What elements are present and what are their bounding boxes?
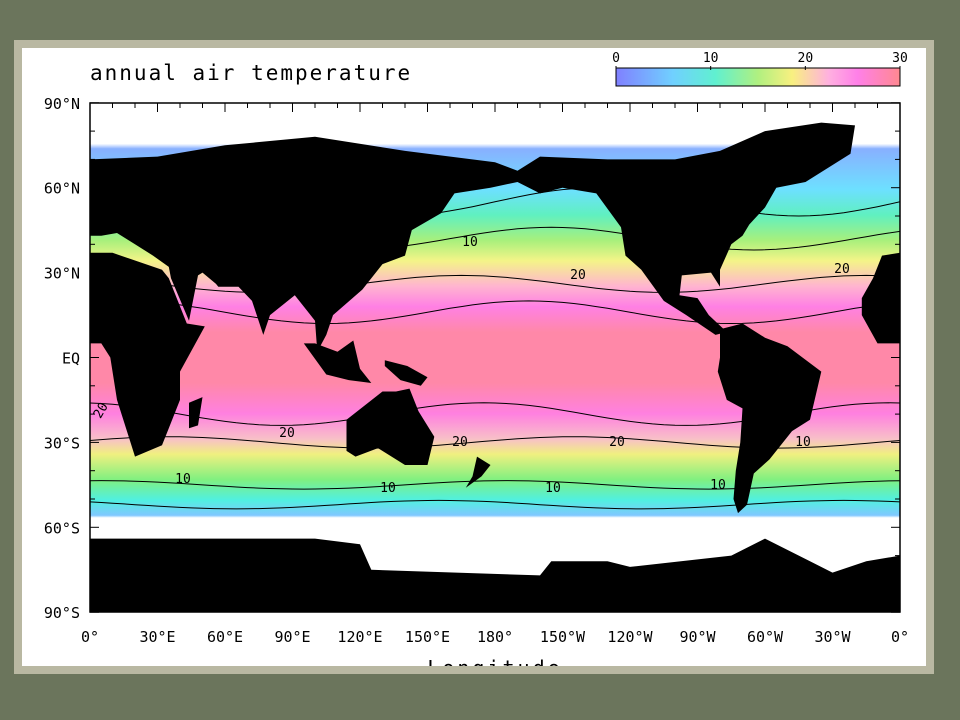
latitude-label: 30°S [44, 434, 80, 452]
longitude-label: 120°E [337, 628, 382, 646]
longitude-label: 60°E [207, 628, 243, 646]
contour-label: 10 [175, 472, 191, 487]
contour-label: 20 [609, 435, 625, 450]
longitude-label: 60°W [747, 628, 784, 646]
latitude-label: 90°S [44, 604, 80, 622]
latitude-label: 60°S [44, 519, 80, 537]
landmass [189, 397, 203, 429]
contour-label: 20 [834, 262, 850, 277]
contour-label: 10 [462, 235, 478, 250]
longitude-label: 90°E [274, 628, 310, 646]
contour-label: 20 [452, 435, 468, 450]
latitude-label: 60°N [44, 180, 80, 198]
contour-line [90, 274, 900, 293]
landmass [90, 136, 518, 352]
longitude-label: 30°W [814, 628, 851, 646]
landmass [303, 340, 372, 383]
contour-label: 10 [795, 435, 811, 450]
landmass [346, 388, 435, 465]
landmass [90, 538, 900, 612]
map-title: annual air temperature [90, 61, 412, 85]
contour-label: 10 [710, 478, 726, 493]
landmass [717, 323, 822, 514]
x-axis-label: Longitude [427, 656, 562, 680]
colorbar [615, 67, 901, 87]
longitude-label: 120°W [607, 628, 653, 646]
landmass [517, 122, 855, 335]
contour-label: 20 [279, 426, 295, 441]
contour-label: 10 [545, 481, 561, 496]
contour-label: 10 [380, 481, 396, 496]
contour-line [90, 499, 900, 510]
landmass [384, 360, 428, 386]
colorbar-tick-label: 0 [612, 51, 620, 66]
colorbar-tick-label: 10 [703, 51, 719, 66]
contour-line [90, 300, 900, 325]
longitude-label: 180° [477, 628, 513, 646]
land [90, 122, 900, 612]
plot-area: 10 20 20 20 20 20 20 10 10 10 10 10 [90, 103, 900, 612]
colorbar-tick-label: 30 [892, 51, 908, 66]
longitude-label: 90°W [679, 628, 716, 646]
longitude-label: 30°E [139, 628, 175, 646]
contour-line [90, 480, 900, 490]
longitude-label: 150°E [405, 628, 450, 646]
contour-label: 20 [91, 400, 112, 421]
landmass [465, 456, 491, 488]
longitude-label: 150°W [540, 628, 586, 646]
latitude-label: 30°N [44, 265, 80, 283]
latitude-label: EQ [62, 350, 80, 368]
landmass [861, 252, 900, 344]
colorbar-tick-label: 20 [798, 51, 814, 66]
longitude-label: 0° [891, 628, 909, 646]
contour-label: 20 [570, 268, 586, 283]
landmass [90, 252, 205, 457]
latitude-label: 90°N [44, 95, 80, 113]
longitude-label: 0° [81, 628, 99, 646]
